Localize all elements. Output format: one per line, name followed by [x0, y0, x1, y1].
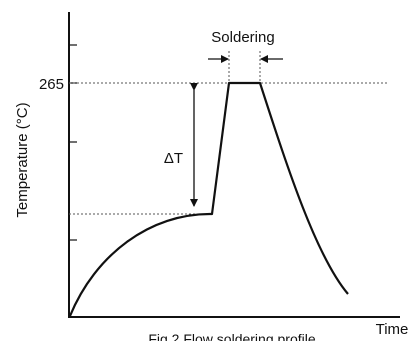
temperature-profile-curve — [68, 81, 349, 317]
soldering-label: Soldering — [211, 29, 274, 46]
figure-caption: Fig.2 Flow soldering profile — [148, 331, 316, 341]
peak-value-label: 265 — [39, 76, 64, 93]
x-axis-label: Time — [376, 321, 409, 338]
delta-t-label: ΔT — [164, 150, 183, 167]
y-axis-label: Temperature (°C) — [14, 102, 31, 217]
